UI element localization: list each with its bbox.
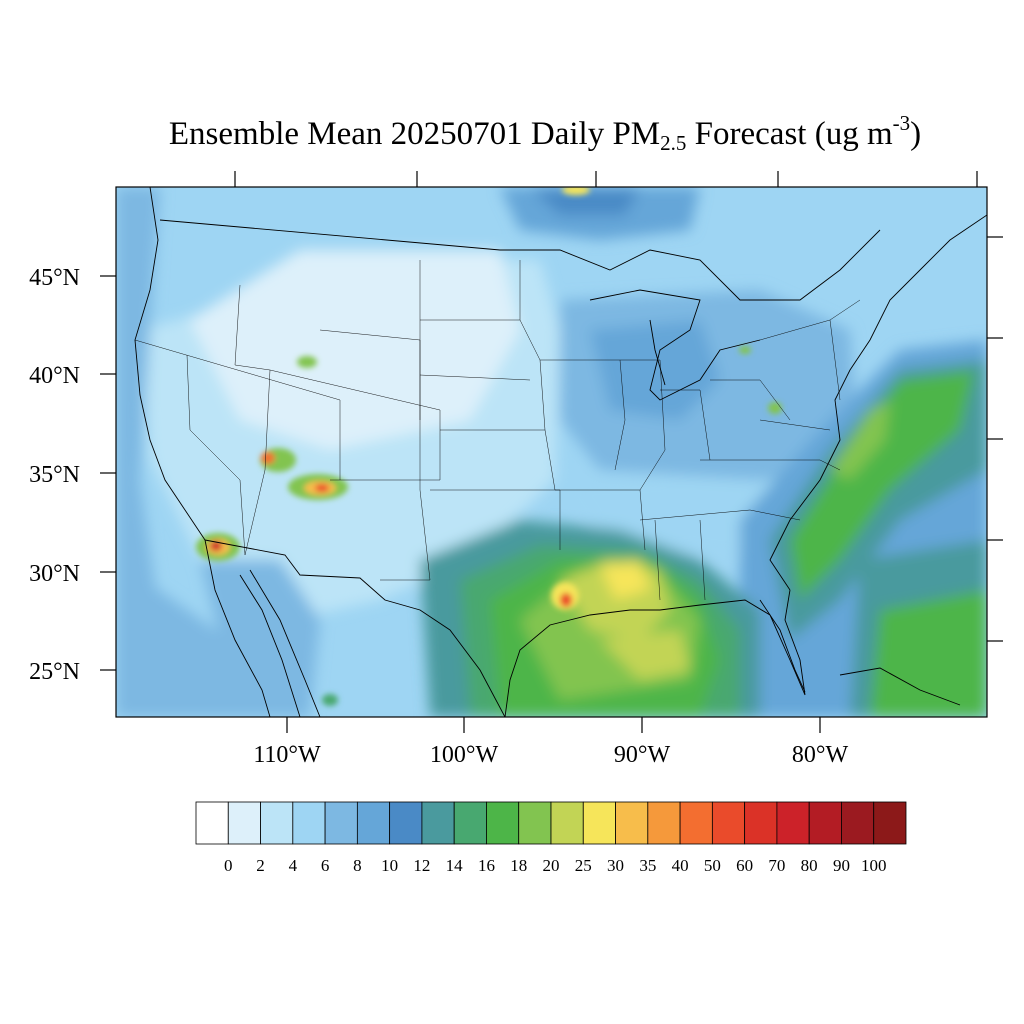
colorbar-swatch <box>324 801 358 845</box>
lake-michigan <box>649 319 666 386</box>
lat-label: 25°N <box>29 659 80 685</box>
colorbar-label: 90 <box>833 856 850 875</box>
lat-label: 35°N <box>29 462 80 488</box>
florida <box>759 599 806 693</box>
gulf-of-california <box>239 574 301 717</box>
colorbar-swatch <box>808 801 842 845</box>
gulf-coastline <box>504 589 806 717</box>
us-west-coastline <box>134 187 206 541</box>
title-subscript: 2.5 <box>660 131 687 155</box>
colorbar-label: 80 <box>801 856 818 875</box>
mexico-west-coast <box>249 569 321 717</box>
lat-label: 40°N <box>29 363 80 389</box>
colorbar-swatch <box>421 801 455 845</box>
colorbar-label: 50 <box>704 856 721 875</box>
colorbar-swatch <box>679 801 713 845</box>
us-mexico-border <box>204 539 506 717</box>
colorbar-swatch <box>615 801 649 845</box>
longitude-labels: 110°W 100°W 90°W 80°W <box>253 742 848 768</box>
state-lines <box>134 260 861 601</box>
colorbar-swatch <box>841 801 875 845</box>
colorbar-swatch <box>744 801 778 845</box>
title-text-mid: Forecast (ug m <box>686 116 893 152</box>
cuba <box>839 667 961 706</box>
colorbar-label: 25 <box>575 856 592 875</box>
colorbar-label: 14 <box>446 856 464 875</box>
lon-label: 80°W <box>792 742 849 768</box>
lat-label: 30°N <box>29 561 80 587</box>
pm25-field <box>116 187 987 717</box>
map-title: Ensemble Mean 20250701 Daily PM2.5 Forec… <box>0 112 1024 156</box>
colorbar-label: 20 <box>543 856 560 875</box>
colorbar: 0 2 4 6 8 10 12 14 16 18 20 25 30 35 40 50 60 70 80 90 100 <box>195 801 907 875</box>
lat-label: 45°N <box>29 265 80 291</box>
title-text: Ensemble Mean 20250701 Daily PM <box>168 116 661 152</box>
colorbar-label: 100 <box>861 856 887 875</box>
colorbar-swatch <box>389 801 423 845</box>
colorbar-swatch <box>518 801 552 845</box>
title-superscript: -3 <box>892 111 911 135</box>
colorbar-label: 30 <box>607 856 624 875</box>
colorbar-swatch <box>227 801 261 845</box>
colorbar-label: 2 <box>256 856 265 875</box>
colorbar-label: 60 <box>736 856 753 875</box>
colorbar-label: 0 <box>224 856 233 875</box>
baja-coastline <box>204 539 271 717</box>
colorbar-swatch <box>776 801 810 845</box>
colorbar-swatch <box>260 801 294 845</box>
colorbar-swatch <box>453 801 487 845</box>
atlantic-coastline <box>769 214 987 591</box>
map-outlines <box>134 187 987 717</box>
colorbar-label: 40 <box>672 856 689 875</box>
colorbar-label: 12 <box>413 856 430 875</box>
canada-border <box>159 219 881 301</box>
colorbar-label: 16 <box>478 856 495 875</box>
lon-label: 100°W <box>430 742 499 768</box>
colorbar-swatch <box>711 801 746 845</box>
colorbar-label: 6 <box>321 856 330 875</box>
latitude-labels: 45°N 40°N 35°N 30°N 25°N <box>29 265 80 685</box>
colorbar-swatch <box>292 801 326 845</box>
lon-label: 110°W <box>253 742 321 768</box>
colorbar-swatch <box>486 801 520 845</box>
colorbar-swatch <box>356 801 391 845</box>
lon-label: 90°W <box>614 742 671 768</box>
colorbar-swatch <box>550 801 584 845</box>
colorbar-label: 8 <box>353 856 362 875</box>
colorbar-swatch <box>582 801 616 845</box>
title-text-end: ) <box>910 116 922 152</box>
colorbar-swatch <box>195 801 229 845</box>
colorbar-label: 4 <box>289 856 298 875</box>
colorbar-swatch <box>873 801 907 845</box>
colorbar-label: 35 <box>639 856 656 875</box>
colorbar-label: 10 <box>381 856 398 875</box>
colorbar-label: 18 <box>510 856 527 875</box>
map-ticks <box>100 171 1003 733</box>
colorbar-label: 70 <box>768 856 785 875</box>
colorbar-swatch <box>647 801 681 845</box>
map-frame <box>115 186 988 718</box>
great-lakes <box>589 289 761 401</box>
